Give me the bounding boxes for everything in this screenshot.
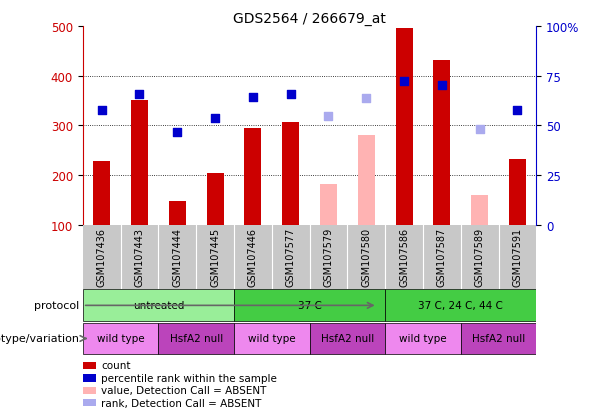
- Bar: [320, 185, 337, 225]
- Text: genotype/variation: genotype/variation: [0, 334, 80, 344]
- Point: [172, 130, 182, 136]
- Text: GSM107586: GSM107586: [399, 227, 409, 286]
- Text: GSM107580: GSM107580: [361, 227, 371, 286]
- Text: HsfA2 null: HsfA2 null: [170, 334, 223, 344]
- Bar: [509, 160, 526, 225]
- Bar: [461, 323, 536, 354]
- Text: GSM107577: GSM107577: [286, 227, 295, 286]
- Bar: [282, 123, 299, 225]
- Text: GSM107587: GSM107587: [437, 227, 447, 286]
- Text: GSM107589: GSM107589: [474, 227, 485, 286]
- Bar: [433, 61, 451, 225]
- Title: GDS2564 / 266679_at: GDS2564 / 266679_at: [233, 12, 386, 26]
- Bar: [471, 195, 488, 225]
- Text: count: count: [101, 361, 131, 370]
- Point: [324, 114, 333, 120]
- Text: percentile rank within the sample: percentile rank within the sample: [101, 373, 277, 383]
- Text: HsfA2 null: HsfA2 null: [472, 334, 525, 344]
- Point: [361, 95, 371, 102]
- Point: [475, 126, 485, 133]
- Bar: [395, 29, 413, 225]
- Text: GSM107436: GSM107436: [97, 227, 107, 286]
- Bar: [358, 136, 375, 225]
- Point: [210, 115, 220, 122]
- Text: 37 C, 24 C, 44 C: 37 C, 24 C, 44 C: [418, 301, 503, 311]
- Bar: [245, 128, 261, 225]
- Text: wild type: wild type: [97, 334, 145, 344]
- Text: wild type: wild type: [248, 334, 295, 344]
- Text: value, Detection Call = ABSENT: value, Detection Call = ABSENT: [101, 385, 267, 395]
- Point: [512, 108, 522, 114]
- Text: GSM107591: GSM107591: [512, 227, 522, 286]
- Bar: [207, 173, 224, 225]
- Text: GSM107443: GSM107443: [134, 227, 145, 286]
- Text: rank, Detection Call = ABSENT: rank, Detection Call = ABSENT: [101, 398, 262, 408]
- Bar: [158, 323, 234, 354]
- Point: [437, 82, 447, 89]
- Bar: [169, 201, 186, 225]
- Text: 37 C: 37 C: [298, 301, 321, 311]
- Bar: [93, 161, 110, 225]
- Point: [248, 95, 257, 101]
- Text: GSM107446: GSM107446: [248, 227, 258, 286]
- Text: HsfA2 null: HsfA2 null: [321, 334, 374, 344]
- Point: [134, 92, 145, 99]
- Bar: [131, 101, 148, 225]
- Text: GSM107579: GSM107579: [324, 227, 333, 286]
- Text: protocol: protocol: [34, 301, 80, 311]
- Text: GSM107445: GSM107445: [210, 227, 220, 286]
- Bar: [234, 290, 385, 321]
- Bar: [310, 323, 385, 354]
- Bar: [385, 290, 536, 321]
- Text: GSM107444: GSM107444: [172, 227, 182, 286]
- Text: untreated: untreated: [132, 301, 184, 311]
- Point: [399, 78, 409, 85]
- Bar: [83, 323, 158, 354]
- Bar: [385, 323, 461, 354]
- Text: wild type: wild type: [399, 334, 447, 344]
- Bar: [83, 290, 234, 321]
- Point: [286, 91, 295, 98]
- Bar: [234, 323, 310, 354]
- Point: [97, 108, 107, 114]
